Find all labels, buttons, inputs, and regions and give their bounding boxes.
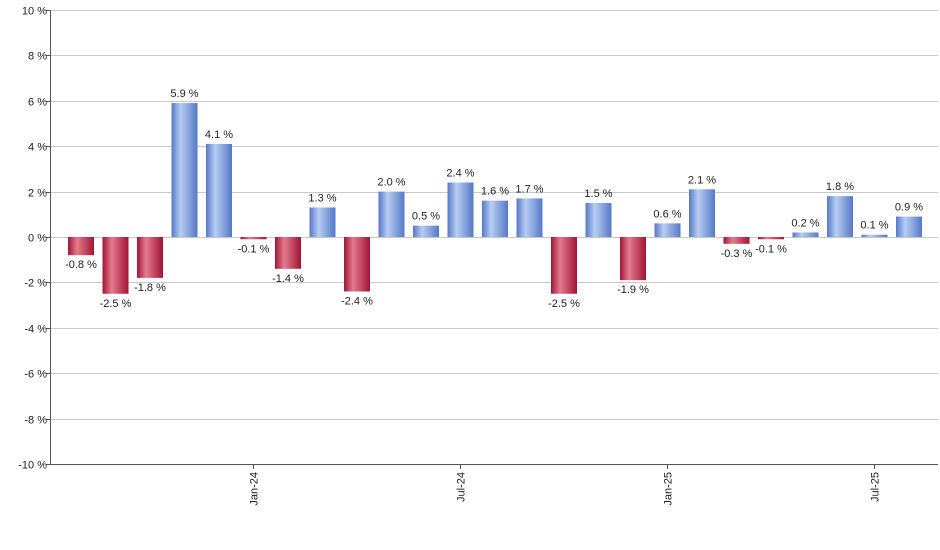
x-tick-label: Jul-24	[456, 472, 468, 502]
gridlines	[50, 10, 938, 465]
y-tick-label: 8 %	[28, 51, 47, 63]
y-tick-label: -8 %	[24, 415, 47, 427]
bar-Jun-24	[413, 225, 439, 237]
bar-Feb-24	[275, 237, 301, 269]
bar-Jan-24	[240, 237, 267, 240]
data-label-May-25: 0.2 %	[791, 217, 819, 229]
data-label-Apr-25: -0.1 %	[755, 243, 787, 255]
bar-Dec-24	[620, 237, 646, 281]
axes	[50, 10, 938, 465]
data-label-Feb-25: 2.1 %	[688, 174, 716, 186]
bar-Sep-23	[102, 237, 129, 294]
data-label-Mar-24: 1.3 %	[308, 192, 336, 204]
bars	[68, 103, 922, 294]
y-tick-label: -2 %	[24, 278, 47, 290]
y-tick-label: 2 %	[28, 188, 47, 200]
data-label-Jul-25: 0.1 %	[860, 220, 888, 232]
x-tick-label: Jan-24	[249, 472, 261, 506]
data-labels: -0.8 %-2.5 %-1.8 %5.9 %4.1 %-0.1 %-1.4 %…	[65, 88, 923, 310]
y-tick-label: 4 %	[28, 142, 47, 154]
bar-Jun-25	[827, 196, 853, 237]
bar-Sep-24	[516, 198, 543, 237]
data-label-Dec-24: -1.9 %	[617, 284, 649, 296]
data-label-Jul-24: 2.4 %	[446, 168, 474, 180]
data-label-Jan-24: -0.1 %	[238, 243, 270, 255]
bar-Jul-25	[861, 234, 888, 237]
bar-Mar-25	[723, 237, 750, 244]
data-label-Oct-24: -2.5 %	[548, 298, 580, 310]
bar-Aug-25	[896, 216, 922, 237]
data-label-Sep-23: -2.5 %	[100, 298, 132, 310]
bar-Dec-23	[206, 143, 232, 237]
bar-Jan-25	[654, 223, 681, 237]
y-tick-label: -6 %	[24, 369, 47, 381]
y-tick-label: 0 %	[28, 233, 47, 245]
y-tick-label: 6 %	[28, 97, 47, 109]
data-label-Jan-25: 0.6 %	[653, 208, 681, 220]
data-label-Apr-24: -2.4 %	[341, 295, 373, 307]
data-label-May-24: 2.0 %	[377, 177, 405, 189]
bar-Mar-24	[309, 207, 336, 237]
x-tick-label: Jul-25	[870, 472, 882, 502]
data-label-Sep-24: 1.7 %	[515, 183, 543, 195]
bar-Oct-23	[137, 237, 163, 278]
y-tick-label: -10 %	[18, 460, 47, 472]
data-label-Mar-25: -0.3 %	[721, 248, 753, 260]
bar-Aug-24	[482, 200, 508, 237]
y-tick-label: -4 %	[24, 324, 47, 336]
data-label-Aug-25: 0.9 %	[895, 202, 923, 214]
data-label-Feb-24: -1.4 %	[272, 273, 304, 285]
bar-Jul-24	[447, 182, 474, 237]
data-label-Jun-25: 1.8 %	[826, 181, 854, 193]
data-label-Oct-23: -1.8 %	[134, 282, 166, 294]
bar-Feb-25	[689, 189, 715, 237]
bar-Apr-24	[344, 237, 370, 292]
bar-Oct-24	[551, 237, 577, 294]
data-label-Aug-23: -0.8 %	[65, 259, 97, 271]
data-label-Nov-24: 1.5 %	[584, 188, 612, 200]
x-axis-ticks: Jan-24 Jul-24 Jan-25 Jul-25	[249, 464, 882, 506]
y-tick-label: 10 %	[22, 6, 47, 18]
data-label-Jun-24: 0.5 %	[412, 211, 440, 223]
x-tick-label: Jan-25	[663, 472, 675, 506]
bar-May-24	[378, 191, 405, 237]
bar-Nov-24	[585, 202, 612, 237]
bar-May-25	[792, 232, 819, 237]
data-label-Dec-23: 4.1 %	[205, 129, 233, 141]
bar-Nov-23	[171, 103, 198, 237]
data-label-Nov-23: 5.9 %	[170, 88, 198, 100]
y-axis-ticks: 10 % 8 % 6 % 4 % 2 % 0 % -2 % -4 % -6 % -8 % -10 %	[18, 6, 50, 472]
data-label-Aug-24: 1.6 %	[481, 186, 509, 198]
bar-Aug-23	[68, 237, 94, 256]
bar-Apr-25	[758, 237, 784, 240]
